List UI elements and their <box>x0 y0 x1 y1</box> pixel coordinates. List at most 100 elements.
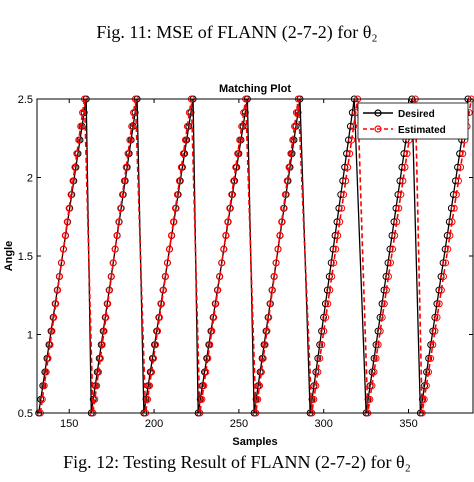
data-point-estimated <box>118 191 126 199</box>
data-point-estimated <box>382 286 390 294</box>
data-point-estimated <box>254 395 262 403</box>
data-point-estimated <box>224 218 232 226</box>
data-point-estimated <box>232 163 240 171</box>
data-point-estimated <box>183 122 191 130</box>
data-point-estimated <box>435 300 443 308</box>
x-tick-label: 250 <box>230 418 248 430</box>
data-point-estimated <box>93 382 101 390</box>
data-point-estimated <box>276 232 284 240</box>
y-tick-label: 1.5 <box>18 251 33 263</box>
legend-estimated-label: Estimated <box>398 125 446 136</box>
data-point-desired <box>312 368 320 376</box>
data-point-desired <box>425 354 433 362</box>
y-axis: 0.5 1 1.5 2 2.5 <box>18 94 473 420</box>
data-point-estimated <box>316 354 324 362</box>
data-point-estimated <box>65 204 73 212</box>
data-point-estimated <box>285 163 293 171</box>
data-point-estimated <box>171 204 179 212</box>
data-point-desired <box>316 341 324 349</box>
data-point-estimated <box>280 204 288 212</box>
data-point-estimated <box>111 245 119 253</box>
data-point-estimated <box>117 204 125 212</box>
data-point-desired <box>318 327 326 335</box>
data-point-desired <box>382 272 390 280</box>
data-point-estimated <box>198 395 206 403</box>
data-point-estimated <box>173 191 181 199</box>
matching-plot-chart: 0.5 1 1.5 2 2.5 150 200 250 300 350 Matching Plo… <box>3 83 474 447</box>
data-point-estimated <box>95 368 103 376</box>
data-point-estimated <box>433 313 441 321</box>
plot-area <box>37 99 473 413</box>
data-point-estimated <box>109 259 117 267</box>
data-point-estimated <box>370 368 378 376</box>
data-point-estimated <box>442 259 450 267</box>
data-point-estimated <box>122 163 130 171</box>
data-point-estimated <box>272 259 280 267</box>
data-point-estimated <box>389 245 397 253</box>
data-point-estimated <box>98 341 106 349</box>
data-point-estimated <box>177 163 185 171</box>
data-point-estimated <box>179 150 187 158</box>
x-tick-label: 200 <box>145 418 163 430</box>
data-point-estimated <box>154 327 162 335</box>
data-point-estimated <box>259 354 267 362</box>
data-point-estimated <box>332 245 340 253</box>
data-point-estimated <box>268 286 276 294</box>
data-point-estimated <box>144 395 152 403</box>
data-point-desired <box>452 177 460 185</box>
data-point-desired <box>423 368 431 376</box>
figure-12-caption: Fig. 12: Testing Result of FLANN (2-7-2)… <box>63 452 411 472</box>
data-point-estimated <box>459 150 467 158</box>
data-point-estimated <box>57 259 65 267</box>
data-point-desired <box>372 341 380 349</box>
data-point-estimated <box>124 150 132 158</box>
data-point-estimated <box>257 368 265 376</box>
data-point-desired <box>331 232 339 240</box>
legend-desired-label: Desired <box>398 109 435 120</box>
data-point-desired <box>368 368 376 376</box>
legend: Desired Estimated <box>357 102 469 140</box>
data-point-estimated <box>310 395 318 403</box>
data-point-estimated <box>202 368 210 376</box>
data-point-estimated <box>165 245 173 253</box>
data-point-estimated <box>342 177 350 185</box>
data-point-estimated <box>206 341 214 349</box>
data-point-estimated <box>454 177 462 185</box>
data-point-estimated <box>326 286 334 294</box>
data-point-desired <box>346 122 354 130</box>
data-point-estimated <box>96 354 104 362</box>
legend-estimated-marker <box>374 125 382 133</box>
y-tick-label: 2.5 <box>18 94 33 106</box>
data-point-estimated <box>448 218 456 226</box>
data-point-estimated <box>212 300 220 308</box>
data-point-estimated <box>320 327 328 335</box>
data-point-estimated <box>216 272 224 280</box>
data-point-estimated <box>79 109 87 117</box>
data-point-desired <box>435 286 443 294</box>
data-point-estimated <box>161 272 169 280</box>
data-point-desired <box>429 327 437 335</box>
data-point-desired <box>339 177 347 185</box>
data-point-estimated <box>256 382 264 390</box>
data-point-estimated <box>46 341 54 349</box>
data-point-estimated <box>274 245 282 253</box>
data-point-estimated <box>283 177 291 185</box>
data-point-estimated <box>457 163 465 171</box>
data-point-estimated <box>228 191 236 199</box>
data-point-estimated <box>50 313 58 321</box>
data-point-estimated <box>146 382 154 390</box>
x-tick-label: 350 <box>399 418 417 430</box>
data-point-estimated <box>346 150 354 158</box>
data-point-estimated <box>318 341 326 349</box>
data-point-estimated <box>115 218 123 226</box>
data-point-estimated <box>52 300 60 308</box>
y-tick-label: 2 <box>27 173 33 185</box>
data-point-desired <box>314 354 322 362</box>
data-point-estimated <box>222 232 230 240</box>
data-point-estimated <box>348 136 356 144</box>
data-point-estimated <box>210 313 218 321</box>
data-point-estimated <box>393 218 401 226</box>
data-point-estimated <box>366 395 374 403</box>
data-point-estimated <box>374 341 382 349</box>
data-point-estimated <box>429 341 437 349</box>
